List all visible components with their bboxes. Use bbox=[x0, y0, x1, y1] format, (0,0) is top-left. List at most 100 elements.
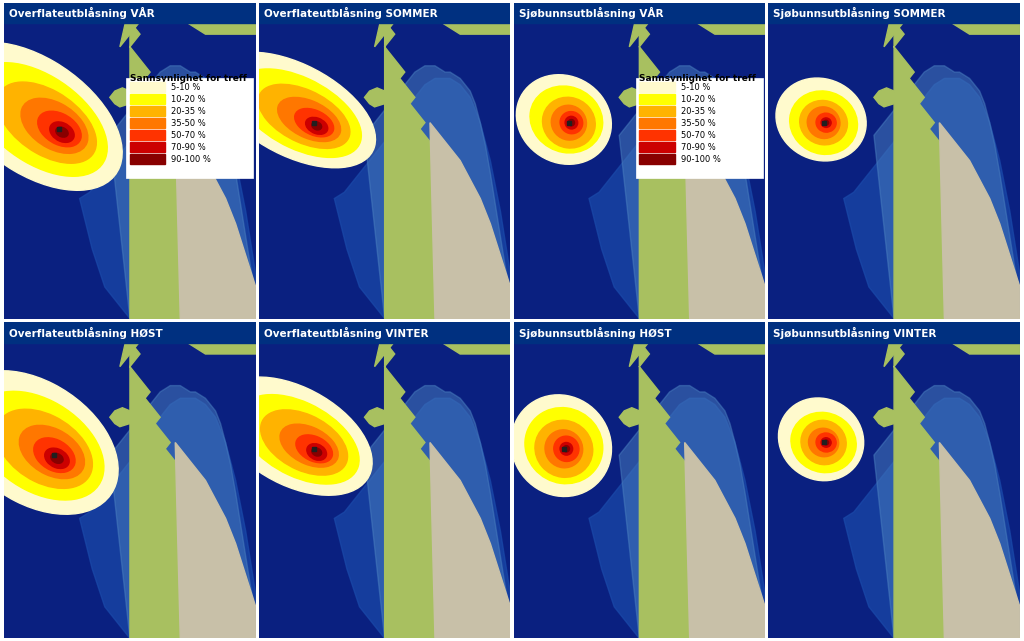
Ellipse shape bbox=[563, 445, 569, 452]
Ellipse shape bbox=[237, 69, 361, 158]
Ellipse shape bbox=[280, 424, 338, 467]
Polygon shape bbox=[844, 398, 1020, 638]
Polygon shape bbox=[175, 442, 256, 638]
Text: 5-10 %: 5-10 % bbox=[171, 83, 201, 92]
Polygon shape bbox=[639, 322, 765, 638]
Ellipse shape bbox=[296, 435, 333, 463]
Polygon shape bbox=[430, 442, 511, 638]
Bar bbox=[130, 106, 165, 116]
Text: Sjøbunnsutblåsning HØST: Sjøbunnsutblåsning HØST bbox=[518, 327, 671, 338]
Ellipse shape bbox=[307, 444, 327, 460]
Text: Sannsynlighet for treff: Sannsynlighet for treff bbox=[130, 74, 247, 83]
Polygon shape bbox=[385, 3, 511, 319]
Ellipse shape bbox=[821, 118, 831, 128]
Polygon shape bbox=[639, 3, 765, 319]
Text: 70-90 %: 70-90 % bbox=[681, 143, 716, 152]
Ellipse shape bbox=[565, 116, 578, 129]
Ellipse shape bbox=[560, 442, 572, 455]
Ellipse shape bbox=[530, 86, 603, 153]
Ellipse shape bbox=[305, 117, 328, 135]
Polygon shape bbox=[630, 3, 765, 47]
Ellipse shape bbox=[213, 53, 376, 168]
Bar bbox=[130, 82, 165, 92]
Ellipse shape bbox=[801, 420, 846, 465]
Polygon shape bbox=[110, 386, 256, 638]
Polygon shape bbox=[334, 78, 511, 319]
Ellipse shape bbox=[51, 453, 63, 463]
Ellipse shape bbox=[809, 428, 839, 457]
Text: Overflateutblåsning VÅR: Overflateutblåsning VÅR bbox=[9, 7, 155, 19]
Text: 70-90 %: 70-90 % bbox=[171, 143, 206, 152]
Bar bbox=[130, 142, 165, 153]
Text: 90-100 %: 90-100 % bbox=[171, 154, 211, 163]
Polygon shape bbox=[844, 78, 1020, 319]
Text: Overflateutblåsning VINTER: Overflateutblåsning VINTER bbox=[264, 327, 428, 338]
Ellipse shape bbox=[545, 430, 583, 468]
Text: 20-35 %: 20-35 % bbox=[681, 106, 716, 116]
Polygon shape bbox=[80, 78, 256, 319]
Bar bbox=[639, 154, 675, 164]
Ellipse shape bbox=[821, 438, 831, 447]
Text: 35-50 %: 35-50 % bbox=[681, 119, 716, 128]
Ellipse shape bbox=[790, 91, 857, 154]
Polygon shape bbox=[430, 122, 511, 319]
Bar bbox=[768, 3, 1020, 23]
Bar bbox=[639, 82, 675, 92]
Ellipse shape bbox=[816, 433, 837, 452]
Text: Overflateutblåsning HØST: Overflateutblåsning HØST bbox=[9, 327, 163, 338]
Ellipse shape bbox=[0, 82, 96, 163]
Ellipse shape bbox=[56, 127, 69, 137]
Ellipse shape bbox=[45, 448, 70, 469]
Ellipse shape bbox=[776, 78, 866, 161]
Bar bbox=[4, 3, 256, 23]
Bar bbox=[768, 322, 1020, 343]
Polygon shape bbox=[620, 386, 765, 638]
Polygon shape bbox=[365, 66, 511, 319]
Bar bbox=[130, 94, 165, 104]
Bar bbox=[130, 154, 165, 164]
Ellipse shape bbox=[311, 448, 322, 456]
Polygon shape bbox=[375, 3, 511, 47]
Ellipse shape bbox=[258, 84, 350, 148]
Text: Sjøbunnsutblåsning SOMMER: Sjøbunnsutblåsning SOMMER bbox=[773, 7, 946, 19]
Text: Overflateutblåsning SOMMER: Overflateutblåsning SOMMER bbox=[264, 7, 437, 19]
Polygon shape bbox=[175, 122, 256, 319]
Ellipse shape bbox=[22, 98, 88, 153]
Polygon shape bbox=[884, 322, 1020, 367]
Polygon shape bbox=[120, 3, 256, 47]
Bar bbox=[130, 118, 165, 128]
Bar bbox=[126, 78, 253, 178]
Bar bbox=[259, 322, 511, 343]
Ellipse shape bbox=[216, 377, 372, 495]
Ellipse shape bbox=[516, 75, 611, 164]
Text: 10-20 %: 10-20 % bbox=[171, 95, 206, 104]
Bar bbox=[259, 3, 511, 23]
Bar bbox=[639, 142, 675, 153]
Text: 50-70 %: 50-70 % bbox=[171, 131, 206, 140]
Polygon shape bbox=[365, 386, 511, 638]
Polygon shape bbox=[685, 122, 765, 319]
Polygon shape bbox=[375, 322, 511, 367]
Ellipse shape bbox=[816, 113, 837, 132]
Text: 50-70 %: 50-70 % bbox=[681, 131, 716, 140]
Ellipse shape bbox=[19, 426, 85, 479]
Ellipse shape bbox=[823, 440, 828, 445]
Polygon shape bbox=[110, 88, 135, 107]
Text: 10-20 %: 10-20 % bbox=[681, 95, 716, 104]
Ellipse shape bbox=[239, 395, 359, 484]
Polygon shape bbox=[110, 66, 256, 319]
Polygon shape bbox=[365, 408, 390, 427]
Ellipse shape bbox=[261, 410, 347, 475]
Ellipse shape bbox=[0, 409, 92, 488]
Text: Sannsynlighet for treff: Sannsynlighet for treff bbox=[639, 74, 757, 83]
Ellipse shape bbox=[0, 63, 108, 176]
Polygon shape bbox=[620, 66, 765, 319]
Bar bbox=[513, 3, 765, 23]
Bar bbox=[639, 106, 675, 116]
Ellipse shape bbox=[0, 42, 122, 190]
Polygon shape bbox=[873, 88, 899, 107]
Polygon shape bbox=[120, 322, 256, 367]
Text: Sjøbunnsutblåsning VÅR: Sjøbunnsutblåsning VÅR bbox=[518, 7, 664, 19]
Text: 90-100 %: 90-100 % bbox=[681, 154, 721, 163]
Polygon shape bbox=[873, 386, 1020, 638]
